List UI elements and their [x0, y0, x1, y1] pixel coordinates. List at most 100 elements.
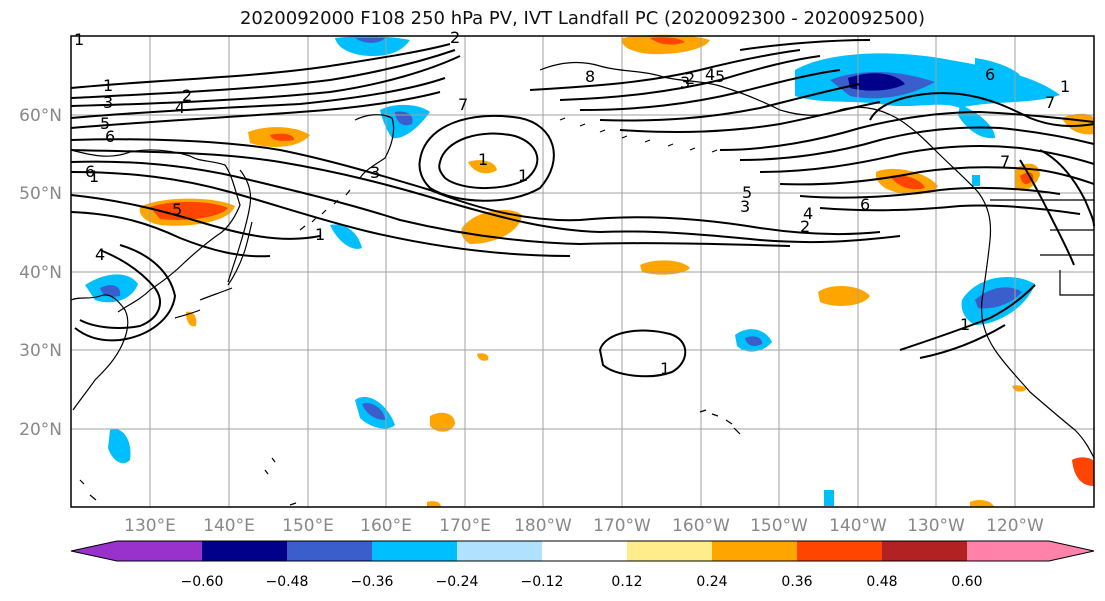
anomaly-shading — [85, 34, 1094, 507]
lon-label: 180°W — [514, 516, 572, 536]
lat-label: 20°N — [19, 420, 62, 440]
colorbar-tick: 0.12 — [611, 574, 642, 590]
map-title: 2020092000 F108 250 hPa PV, IVT Landfall… — [239, 8, 926, 29]
lon-label: 120°W — [986, 516, 1044, 536]
lat-label: 40°N — [19, 263, 62, 283]
negative-anomaly — [975, 287, 1022, 309]
map-border — [70, 35, 1095, 508]
colorbar-segment — [1049, 541, 1094, 561]
lon-label: 140°W — [829, 516, 887, 536]
contour-label: 4 — [803, 204, 813, 223]
colorbar-segment — [287, 541, 372, 561]
lon-label: 130°W — [907, 516, 965, 536]
negative-anomaly — [335, 36, 410, 57]
colorbar-segment — [71, 541, 117, 561]
contour-label: 3 — [370, 163, 380, 182]
positive-anomaly — [640, 260, 690, 275]
colorbar-segment — [457, 541, 542, 561]
positive-anomaly — [468, 160, 497, 174]
contour-label: 7 — [458, 95, 468, 114]
colorbar-tick: 0.36 — [781, 574, 812, 590]
negative-anomaly — [824, 490, 834, 506]
colorbar-segment — [117, 541, 202, 561]
positive-anomaly — [270, 133, 295, 141]
contour-label: 4 — [95, 245, 105, 264]
colorbar-segment — [202, 541, 287, 561]
negative-anomaly — [100, 285, 121, 297]
contour-label: 2 — [800, 217, 810, 236]
lon-label: 170°E — [439, 516, 491, 536]
positive-anomaly — [1072, 457, 1094, 486]
colorbar-segment — [712, 541, 797, 561]
contour-label: 8 — [585, 67, 595, 86]
colorbar-tick: −0.36 — [351, 574, 394, 590]
colorbar-segment — [627, 541, 712, 561]
lon-label: 130°E — [124, 516, 176, 536]
negative-anomaly — [848, 73, 905, 91]
positive-anomaly — [890, 175, 925, 190]
lat-label: 30°N — [19, 341, 62, 361]
negative-anomaly — [958, 105, 995, 139]
contour-label: 1 — [660, 359, 670, 378]
positive-anomaly — [818, 286, 870, 306]
contour-label: 5 — [742, 183, 752, 202]
lon-label: 150°W — [750, 516, 808, 536]
contour-label: 7 — [1045, 93, 1055, 112]
positive-anomaly — [650, 37, 685, 45]
contour-label: 7 — [1000, 152, 1010, 171]
lat-labels: 60°N 50°N 40°N 30°N 20°N — [19, 106, 62, 440]
contour-label: 4 — [705, 65, 715, 84]
contour-label: 5 — [172, 200, 182, 219]
colorbar-outline — [70, 540, 1095, 562]
negative-anomaly — [745, 336, 763, 346]
contour-label: 1 — [478, 150, 488, 169]
negative-anomaly — [355, 38, 385, 43]
contour-label: 1 — [315, 225, 325, 244]
colorbar-tick: 0.60 — [951, 574, 982, 590]
colorbar-tick: 0.24 — [696, 574, 727, 590]
positive-anomaly — [427, 501, 441, 507]
contour-label-group: 1 2 3 4 5 6 1 2 3 4 5 6 7 8 1 2 3 4 5 6 … — [74, 28, 1070, 378]
colorbar-segment — [797, 541, 882, 561]
lon-label: 160°E — [360, 516, 412, 536]
contour-label: 6 — [860, 195, 870, 214]
colorbar-tick: −0.12 — [521, 574, 564, 590]
contour-label: 5 — [100, 114, 110, 133]
contour-label: 2 — [685, 69, 695, 88]
colorbar-tick: −0.24 — [436, 574, 479, 590]
negative-anomaly — [972, 175, 980, 186]
contour-label: 3 — [740, 197, 750, 216]
colorbar-segment — [372, 541, 457, 561]
negative-anomaly — [975, 58, 1020, 79]
contour-label: 6 — [105, 127, 115, 146]
lon-labels: 130°E 140°E 150°E 160°E 170°E 180°W 170°… — [124, 516, 1044, 536]
contour-label: 6 — [985, 65, 995, 84]
contour-label: 1 — [960, 315, 970, 334]
contour-label: 3 — [680, 73, 690, 92]
negative-anomaly — [108, 429, 131, 464]
contour-label: 1 — [89, 167, 99, 186]
pv-contours — [70, 39, 1095, 378]
colorbar-segment — [882, 541, 967, 561]
lat-label: 60°N — [19, 106, 62, 126]
positive-anomaly — [621, 34, 710, 55]
positive-anomaly — [150, 201, 228, 220]
lon-label: 150°E — [282, 516, 334, 536]
contour-label: 3 — [103, 93, 113, 112]
contour-label: 2 — [450, 28, 460, 47]
contour-label: 6 — [85, 162, 95, 181]
lon-label: 140°E — [203, 516, 255, 536]
positive-anomaly — [477, 353, 489, 361]
colorbar — [70, 540, 1095, 562]
contour-label: 4 — [175, 98, 185, 117]
contour-label: 5 — [715, 67, 725, 86]
colorbar-tick: −0.48 — [266, 574, 309, 590]
negative-anomaly — [362, 403, 385, 420]
contour-label: 1 — [518, 166, 528, 185]
colorbar-segment — [542, 541, 627, 561]
contour-label: 1 — [1060, 77, 1070, 96]
positive-anomaly — [970, 499, 994, 507]
contour-label: 1 — [74, 30, 84, 49]
colorbar-segment — [967, 541, 1049, 561]
